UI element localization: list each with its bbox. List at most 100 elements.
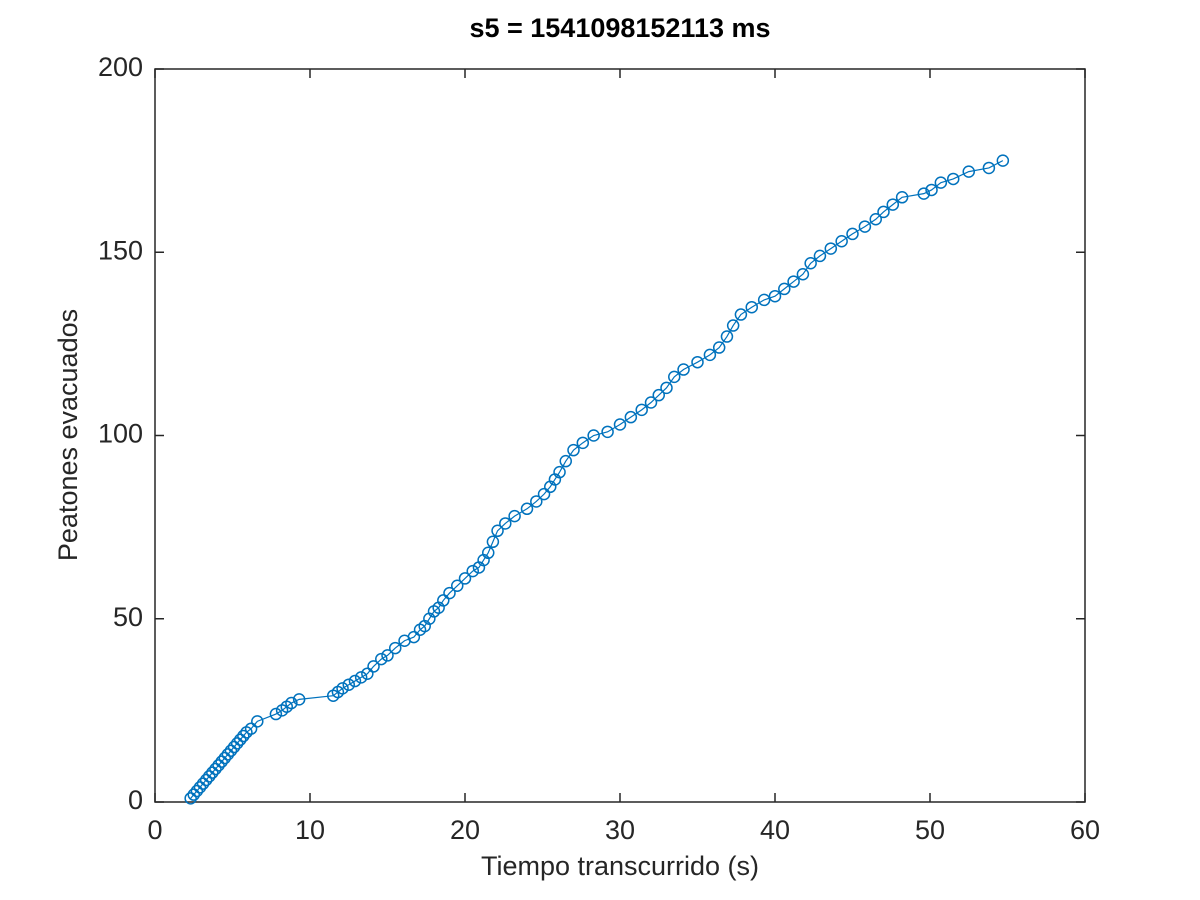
x-axis-label: Tiempo transcurrido (s) — [481, 851, 759, 881]
data-point — [227, 740, 241, 754]
data-point — [996, 154, 1010, 167]
data-point — [691, 355, 704, 369]
data-point — [458, 572, 472, 585]
data-point — [537, 487, 551, 501]
data-point — [292, 693, 306, 706]
data-point — [361, 667, 374, 680]
data-point — [230, 737, 244, 750]
data-point — [917, 187, 931, 200]
data-point — [486, 535, 500, 549]
data-point — [508, 509, 521, 523]
x-tick-label: 40 — [760, 815, 790, 845]
data-point — [212, 759, 225, 772]
data-point — [466, 564, 479, 578]
y-tick-label: 200 — [98, 52, 143, 82]
data-point — [224, 744, 238, 757]
data-point — [209, 762, 222, 776]
data-point — [734, 308, 748, 321]
data-point — [285, 696, 298, 710]
data-point — [668, 370, 681, 384]
data-point — [635, 403, 648, 417]
data-point — [234, 733, 247, 746]
data-point — [895, 191, 909, 204]
data-point — [869, 213, 882, 226]
data-point — [858, 220, 872, 233]
data-point — [190, 784, 204, 798]
data-point — [757, 293, 771, 307]
data-point — [796, 267, 810, 281]
data-point — [237, 729, 250, 743]
data-point — [491, 524, 504, 538]
data-point — [877, 205, 890, 219]
data-point — [925, 183, 938, 197]
x-tick-label: 20 — [450, 815, 480, 845]
data-point — [218, 751, 231, 765]
x-tick-label: 50 — [915, 815, 945, 845]
x-tick-label: 30 — [605, 815, 635, 845]
data-point — [354, 671, 368, 684]
data-point — [613, 418, 627, 431]
x-tick-label: 60 — [1070, 815, 1100, 845]
data-point — [824, 242, 838, 255]
data-point — [835, 235, 848, 248]
data-point — [804, 256, 817, 270]
data-point — [677, 363, 690, 376]
data-point — [934, 176, 948, 189]
data-point — [206, 766, 219, 779]
data-point — [199, 773, 213, 787]
data-point — [712, 341, 726, 354]
data-point — [559, 454, 572, 468]
data-point — [726, 319, 740, 332]
data-point — [451, 579, 464, 593]
data-point — [962, 165, 975, 178]
data-point — [567, 443, 580, 457]
data-point — [982, 161, 996, 175]
data-point — [437, 594, 450, 607]
data-point — [269, 707, 283, 721]
data-point — [720, 330, 734, 343]
chart-title: s5 = 1541098152113 ms — [469, 13, 770, 43]
data-point — [576, 436, 590, 450]
data-point — [381, 649, 394, 662]
data-point — [348, 674, 362, 688]
data-point — [215, 755, 228, 768]
data-point — [203, 770, 216, 783]
data-point — [624, 410, 638, 424]
data-point — [367, 660, 380, 673]
data-point — [768, 289, 782, 303]
data-point — [778, 282, 791, 296]
data-point — [745, 300, 758, 314]
data-point — [846, 227, 859, 241]
data-point — [342, 678, 355, 691]
data-point — [947, 172, 960, 186]
x-tick-label: 0 — [147, 815, 162, 845]
data-point — [553, 465, 566, 479]
y-tick-label: 0 — [128, 785, 143, 815]
data-point — [652, 388, 665, 402]
data-point — [375, 652, 388, 666]
y-tick-label: 150 — [98, 235, 143, 265]
data-point — [184, 792, 197, 805]
data-point — [499, 517, 512, 530]
data-point — [886, 198, 900, 211]
data-point — [787, 275, 800, 288]
data-point — [407, 630, 421, 644]
data-point — [587, 429, 600, 442]
data-point — [520, 502, 534, 516]
data-point — [660, 381, 673, 395]
data-point — [530, 495, 543, 508]
data-point — [644, 396, 658, 409]
y-axis-label: Peatones evacuados — [53, 309, 83, 561]
data-point — [196, 777, 210, 790]
y-tick-label: 50 — [113, 602, 143, 632]
data-point — [389, 641, 402, 655]
data-point — [244, 722, 258, 735]
data-point — [443, 586, 456, 600]
y-tick-label: 100 — [98, 419, 143, 449]
data-point — [601, 425, 614, 439]
data-point — [336, 682, 349, 695]
data-point — [193, 781, 207, 794]
